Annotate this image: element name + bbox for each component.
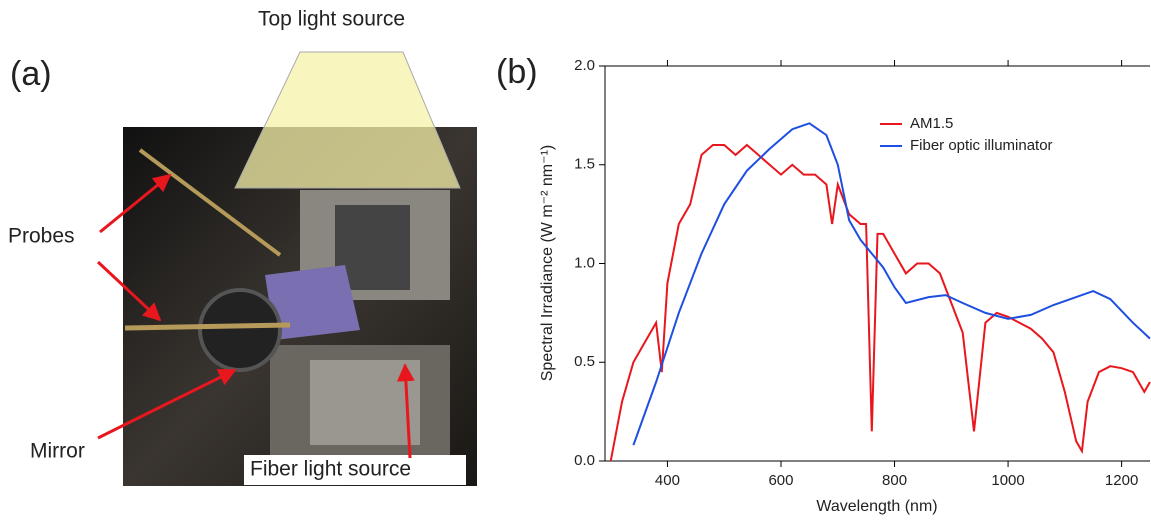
x-tick-label: 1200 bbox=[1105, 472, 1138, 489]
photo-label: Fiber light source bbox=[250, 458, 411, 481]
mirror-mount bbox=[198, 288, 282, 372]
y-tick-label: 0.0 bbox=[574, 452, 595, 469]
legend-label: Fiber optic illuminator bbox=[910, 137, 1053, 154]
legend-label: AM1.5 bbox=[910, 115, 953, 132]
light-cone bbox=[234, 51, 461, 189]
probe bbox=[124, 322, 291, 331]
y-tick-label: 1.0 bbox=[574, 254, 595, 271]
photo-label: Probes bbox=[8, 225, 75, 248]
sample bbox=[265, 265, 360, 340]
arrow bbox=[99, 173, 172, 234]
x-axis-label: Wavelength (nm) bbox=[816, 498, 937, 515]
line-series bbox=[609, 143, 1151, 462]
y-tick-label: 2.0 bbox=[574, 57, 595, 74]
photo-label: Mirror bbox=[30, 440, 85, 463]
arrow bbox=[96, 260, 162, 322]
panel-label: (a) bbox=[10, 55, 52, 93]
label-box bbox=[244, 455, 466, 485]
x-tick-label: 1000 bbox=[991, 472, 1024, 489]
chart: (b) Wavelength (nm) Spectral Irradiance … bbox=[496, 53, 1151, 515]
x-tick-label: 800 bbox=[882, 472, 907, 489]
photo-label: Top light source bbox=[258, 8, 405, 31]
tape-lower bbox=[310, 360, 420, 445]
y-axis-label: Spectral Irradiance (W m⁻² nm⁻¹) bbox=[539, 145, 556, 381]
line-series bbox=[632, 122, 1151, 446]
y-tick-label: 0.5 bbox=[574, 353, 595, 370]
arrow bbox=[97, 368, 237, 440]
probe bbox=[138, 148, 282, 257]
photo: (a) Top light source Probes Mirror Fiber… bbox=[8, 8, 477, 486]
arrow bbox=[396, 363, 415, 459]
panel-label: (b) bbox=[496, 53, 538, 91]
x-tick-label: 600 bbox=[768, 472, 793, 489]
y-tick-label: 1.5 bbox=[574, 156, 595, 173]
x-tick-label: 400 bbox=[655, 472, 680, 489]
